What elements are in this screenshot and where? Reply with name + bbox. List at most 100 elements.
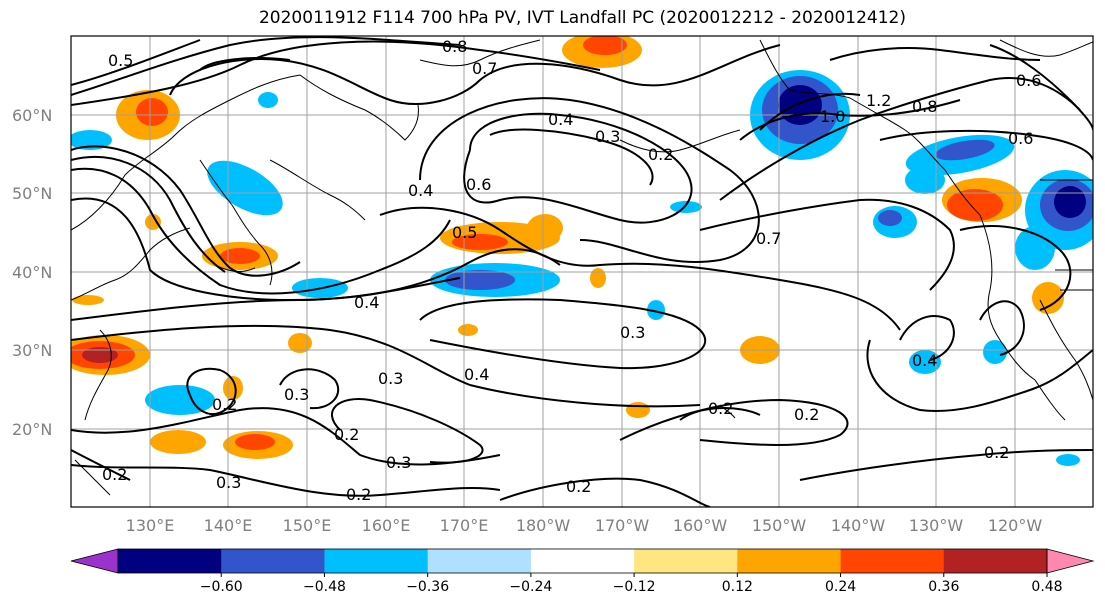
colorbar-ticks: −0.60 −0.48 −0.36 −0.24 −0.12 0.12 0.24 0.36 0.4… (200, 573, 1063, 595)
colorbar-tick-label: 0.24 (825, 579, 856, 595)
negative-anomaly-blob (670, 201, 702, 213)
contour-line (186, 367, 237, 415)
positive-anomaly-blob (136, 98, 168, 126)
lon-label: 130°W (909, 516, 964, 535)
contour-line (169, 44, 781, 105)
positive-anomaly-blob (235, 434, 275, 450)
contour-line (71, 145, 301, 277)
contour-line (71, 407, 501, 466)
contour-line (829, 47, 1041, 61)
longitude-labels: 130°E 140°E 150°E 160°E 170°E 180°W 170°… (126, 516, 1043, 535)
colorbar-tick-label: 0.48 (1031, 579, 1062, 595)
positive-anomaly-blob (220, 248, 260, 264)
colorbar-tick-label: −0.60 (200, 579, 243, 595)
contour-line (619, 398, 849, 446)
contour-label-group: 0.5 0.8 0.7 0.6 0.4 0.3 0.2 1.0 1.2 0.8 … (102, 37, 1041, 504)
lon-label: 140°E (204, 516, 253, 535)
contour-line (739, 99, 961, 141)
negative-anomaly-blob (909, 350, 941, 374)
contour-line (719, 77, 1081, 201)
contour-label: 0.3 (595, 127, 620, 146)
contour-label: 0.2 (794, 405, 819, 424)
negative-anomaly-blob (258, 92, 278, 108)
colorbar-tick-label: −0.48 (303, 579, 346, 595)
contour-label: 0.4 (408, 181, 433, 200)
lon-label: 130°E (126, 516, 175, 535)
lon-label: 150°E (283, 516, 332, 535)
lon-label: 150°W (752, 516, 807, 535)
pv-contours (71, 36, 1093, 507)
mexico-coastline (1039, 299, 1093, 401)
lon-label: 170°W (595, 516, 650, 535)
positive-anomaly-blob (583, 36, 627, 55)
coastlines (71, 39, 1093, 496)
contour-label: 0.6 (466, 175, 491, 194)
contour-label: 0.4 (548, 110, 573, 129)
contour-line (799, 449, 1093, 481)
lon-label: 180°W (516, 516, 571, 535)
positive-anomaly-blob (527, 214, 563, 242)
contour-line (71, 167, 451, 295)
colorbar-extend-max (1046, 548, 1095, 574)
lon-label: 120°W (988, 516, 1043, 535)
asia-coastline (71, 74, 301, 231)
positive-anomaly-blob (947, 189, 1003, 221)
lon-label: 160°W (673, 516, 728, 535)
colorbar-extend-min (70, 548, 119, 574)
lon-label: 160°E (362, 516, 411, 535)
contour-label: 0.4 (464, 365, 489, 384)
positive-anomaly-blob (458, 324, 478, 336)
colorbar-cell (221, 549, 325, 573)
negative-anomaly-blob (878, 210, 902, 226)
contour-label: 0.2 (708, 399, 733, 418)
contour-label: 0.3 (378, 369, 403, 388)
contour-line (866, 339, 1093, 412)
contour-label: 0.4 (912, 351, 937, 370)
colorbar-tick-label: 0.12 (722, 579, 753, 595)
colorbar-cell (530, 549, 635, 573)
positive-anomaly-blob (82, 347, 118, 363)
kamchatka-coastline (299, 74, 419, 141)
lat-label: 20°N (12, 420, 52, 439)
colorbar-cell (118, 549, 222, 573)
siberia-coastline (419, 39, 541, 67)
contour-label: 0.3 (620, 323, 645, 342)
contour-label: 0.3 (216, 473, 241, 492)
negative-anomaly-blob (778, 85, 822, 125)
asia-coastline (71, 227, 191, 301)
contour-label: 0.2 (212, 395, 237, 414)
colorbar: −0.60 −0.48 −0.36 −0.24 −0.12 0.12 0.24 0.36 0.4… (70, 548, 1095, 595)
lon-label: 170°E (440, 516, 489, 535)
positive-anomaly-blob (72, 295, 104, 305)
negative-anomaly-blob (1056, 454, 1080, 466)
lon-label: 140°W (831, 516, 886, 535)
contour-label: 1.2 (866, 91, 891, 110)
map-title: 2020011912 F114 700 hPa PV, IVT Landfall… (258, 8, 906, 28)
colorbar-cells (70, 548, 1095, 574)
contour-label: 0.3 (386, 453, 411, 472)
lat-label: 40°N (12, 263, 52, 282)
negative-anomaly-blob (207, 160, 283, 216)
contour-line (419, 298, 707, 370)
contour-label: 0.2 (334, 425, 359, 444)
contour-label: 0.5 (452, 223, 477, 242)
lat-label: 60°N (12, 106, 52, 125)
positive-anomaly-blob (626, 402, 650, 418)
negative-anomaly-blob (145, 385, 215, 415)
contour-label: 0.3 (284, 385, 309, 404)
contour-line (71, 39, 201, 86)
negative-anomaly-blob (647, 300, 665, 320)
contour-label: 1.0 (820, 107, 845, 126)
contour-label: 0.2 (102, 465, 127, 484)
colorbar-cell (943, 549, 1048, 573)
contour-label: 0.2 (346, 485, 371, 504)
colorbar-tick-label: −0.36 (406, 579, 449, 595)
contour-line (379, 206, 901, 331)
baja-coastline (1034, 379, 1066, 421)
contour-label: 0.5 (108, 51, 133, 70)
contour-label: 0.6 (1016, 71, 1041, 90)
colorbar-cell (324, 549, 429, 573)
north-america-coastline (979, 214, 1036, 381)
contour-line (71, 449, 131, 481)
